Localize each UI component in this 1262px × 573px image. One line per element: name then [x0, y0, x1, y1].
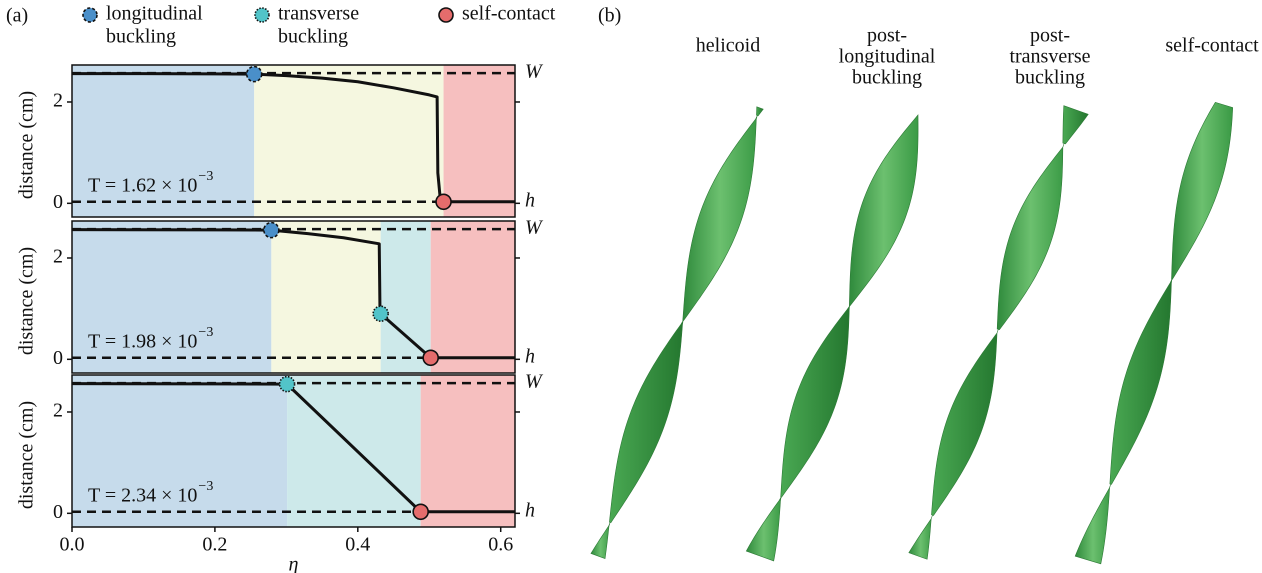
y-axis-label: distance (cm): [16, 401, 38, 509]
y-tick-label: 2: [53, 400, 63, 422]
event-marker: [263, 221, 280, 239]
event-marker: [245, 65, 263, 83]
data-line: [71, 228, 515, 360]
x-tick-label: 0.4: [345, 534, 370, 556]
ribbon-segment: [996, 143, 1065, 331]
ribbon-segment: [1109, 279, 1173, 485]
x-tick-label: 0.0: [60, 534, 85, 556]
region: [72, 375, 288, 527]
legend-label: buckling: [106, 26, 176, 48]
ribbon-segment: [756, 106, 764, 117]
y-tick-label: 0: [53, 501, 63, 523]
ribbon-label: post-: [1030, 25, 1070, 47]
panel-label: (b): [598, 5, 621, 27]
reference-label: W: [525, 61, 544, 83]
event-marker: [422, 349, 439, 367]
legend-marker: [82, 7, 98, 23]
region: [287, 375, 421, 527]
x-tick-label: 0.6: [488, 534, 513, 556]
x-axis-label: η: [289, 554, 299, 573]
legend-marker: [254, 7, 270, 23]
ribbon-segment: [849, 114, 919, 307]
ribbon-segment: [1171, 102, 1234, 280]
panel-label: (a): [6, 5, 28, 27]
reference-label: W: [525, 371, 544, 393]
ribbon-label: transverse: [1009, 46, 1090, 68]
y-axis-label: distance (cm): [16, 91, 38, 199]
ribbon-segment: [745, 497, 782, 562]
legend-label: self-contact: [462, 3, 556, 25]
legend-label: longitudinal: [106, 3, 203, 25]
y-tick-label: 2: [53, 246, 63, 268]
annotation: T = 2.34 × 10: [88, 485, 197, 507]
ribbon-segment: [931, 329, 999, 516]
ribbon-segment: [682, 115, 758, 322]
event-marker: [435, 193, 452, 211]
region: [271, 221, 381, 373]
annotation: T = 1.98 × 10: [88, 331, 197, 353]
annotation-exponent: −3: [198, 325, 213, 340]
ribbon-label: buckling: [1015, 67, 1085, 89]
ribbon-label: post-: [867, 25, 907, 47]
ribbon-segment: [908, 515, 933, 560]
ribbon-segment: [780, 305, 850, 498]
reference-label: W: [525, 217, 544, 239]
ribbon-label: buckling: [852, 67, 922, 89]
ribbon-segment: [609, 320, 684, 524]
annotation: T = 1.62 × 10: [88, 175, 197, 197]
region: [254, 65, 444, 217]
axes-frame: [71, 374, 516, 528]
y-axis-label: distance (cm): [16, 247, 38, 355]
axes-frame: [71, 220, 516, 374]
region: [380, 221, 431, 373]
annotation-exponent: −3: [198, 479, 213, 494]
legend-label: transverse: [278, 3, 359, 25]
ribbon-label: longitudinal: [839, 46, 936, 68]
y-tick-label: 0: [53, 347, 63, 369]
reference-label: h: [525, 345, 535, 367]
ribbon-segment: [1074, 484, 1111, 565]
legend-label: buckling: [278, 26, 348, 48]
x-tick-label: 0.2: [202, 534, 227, 556]
axes-frame: [71, 64, 516, 218]
data-line: [72, 72, 515, 204]
region: [443, 65, 515, 217]
y-tick-label: 2: [53, 90, 63, 112]
ribbon-segment: [590, 522, 611, 559]
event-marker: [278, 375, 296, 393]
y-tick-label: 0: [53, 191, 63, 213]
region: [72, 221, 272, 373]
region: [420, 375, 515, 527]
reference-label: h: [525, 189, 535, 211]
region: [72, 65, 255, 217]
region: [430, 221, 515, 373]
event-marker: [412, 503, 429, 521]
ribbon-label: self-contact: [1165, 35, 1259, 57]
ribbon-label: helicoid: [696, 35, 760, 57]
legend-marker: [438, 7, 454, 23]
ribbon-segment: [1062, 105, 1089, 145]
reference-label: h: [525, 499, 535, 521]
annotation-exponent: −3: [198, 169, 213, 184]
event-marker: [372, 305, 389, 323]
